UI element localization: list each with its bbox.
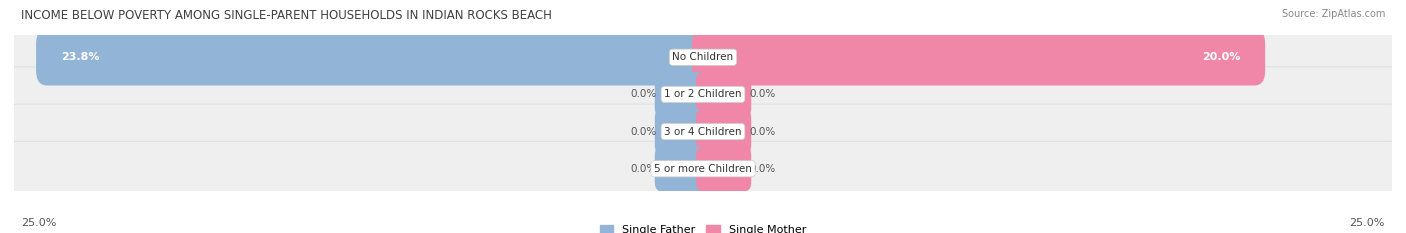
Text: 5 or more Children: 5 or more Children xyxy=(654,164,752,174)
FancyBboxPatch shape xyxy=(655,72,710,117)
Text: 25.0%: 25.0% xyxy=(21,218,56,228)
FancyBboxPatch shape xyxy=(696,72,751,117)
Text: No Children: No Children xyxy=(672,52,734,62)
Text: 0.0%: 0.0% xyxy=(630,164,657,174)
Text: 0.0%: 0.0% xyxy=(749,127,776,137)
Text: 0.0%: 0.0% xyxy=(630,89,657,99)
Text: 20.0%: 20.0% xyxy=(1202,52,1240,62)
Legend: Single Father, Single Mother: Single Father, Single Mother xyxy=(600,225,806,233)
FancyBboxPatch shape xyxy=(7,67,1399,122)
FancyBboxPatch shape xyxy=(696,109,751,154)
Text: 25.0%: 25.0% xyxy=(1350,218,1385,228)
Text: 3 or 4 Children: 3 or 4 Children xyxy=(664,127,742,137)
FancyBboxPatch shape xyxy=(37,29,714,86)
FancyBboxPatch shape xyxy=(655,109,710,154)
FancyBboxPatch shape xyxy=(7,141,1399,196)
Text: 0.0%: 0.0% xyxy=(630,127,657,137)
Text: 23.8%: 23.8% xyxy=(60,52,100,62)
Text: 0.0%: 0.0% xyxy=(749,164,776,174)
Text: INCOME BELOW POVERTY AMONG SINGLE-PARENT HOUSEHOLDS IN INDIAN ROCKS BEACH: INCOME BELOW POVERTY AMONG SINGLE-PARENT… xyxy=(21,9,553,22)
FancyBboxPatch shape xyxy=(696,146,751,192)
Text: Source: ZipAtlas.com: Source: ZipAtlas.com xyxy=(1281,9,1385,19)
FancyBboxPatch shape xyxy=(7,104,1399,159)
FancyBboxPatch shape xyxy=(7,30,1399,85)
FancyBboxPatch shape xyxy=(692,29,1265,86)
FancyBboxPatch shape xyxy=(655,146,710,192)
Text: 1 or 2 Children: 1 or 2 Children xyxy=(664,89,742,99)
Text: 0.0%: 0.0% xyxy=(749,89,776,99)
